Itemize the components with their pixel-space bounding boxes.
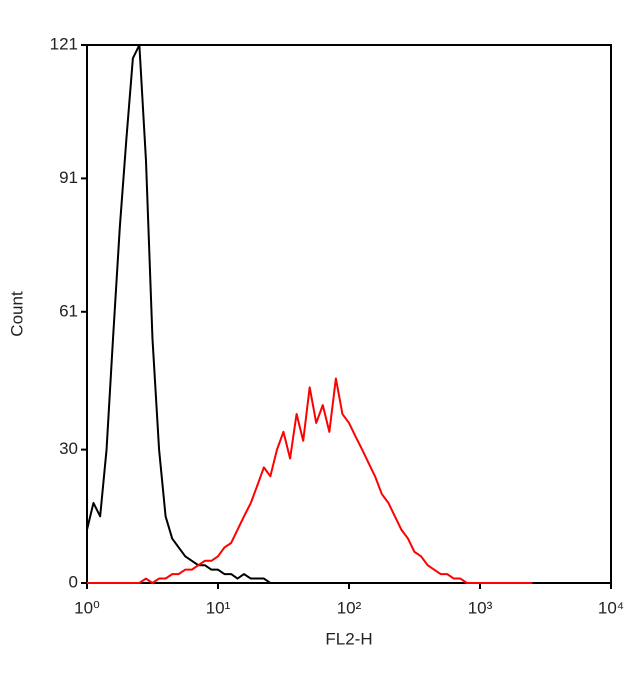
x-tick-label: 10² [337,598,362,617]
x-axis-label: FL2-H [325,629,372,648]
x-tick-label: 10⁴ [598,598,624,617]
histogram-line [86,44,533,584]
x-tick-label: 10⁰ [74,598,100,617]
y-tick-label: 0 [69,572,78,591]
x-tick-label: 10¹ [206,598,231,617]
y-tick-label: 91 [59,168,78,187]
plot-frame [86,44,612,584]
y-axis-label: Count [7,291,26,337]
histogram-line [87,377,533,584]
y-tick-label: 30 [59,439,78,458]
x-tick-label: 10³ [468,598,493,617]
y-tick-label: 121 [50,34,78,53]
y-tick-label: 61 [59,301,78,320]
